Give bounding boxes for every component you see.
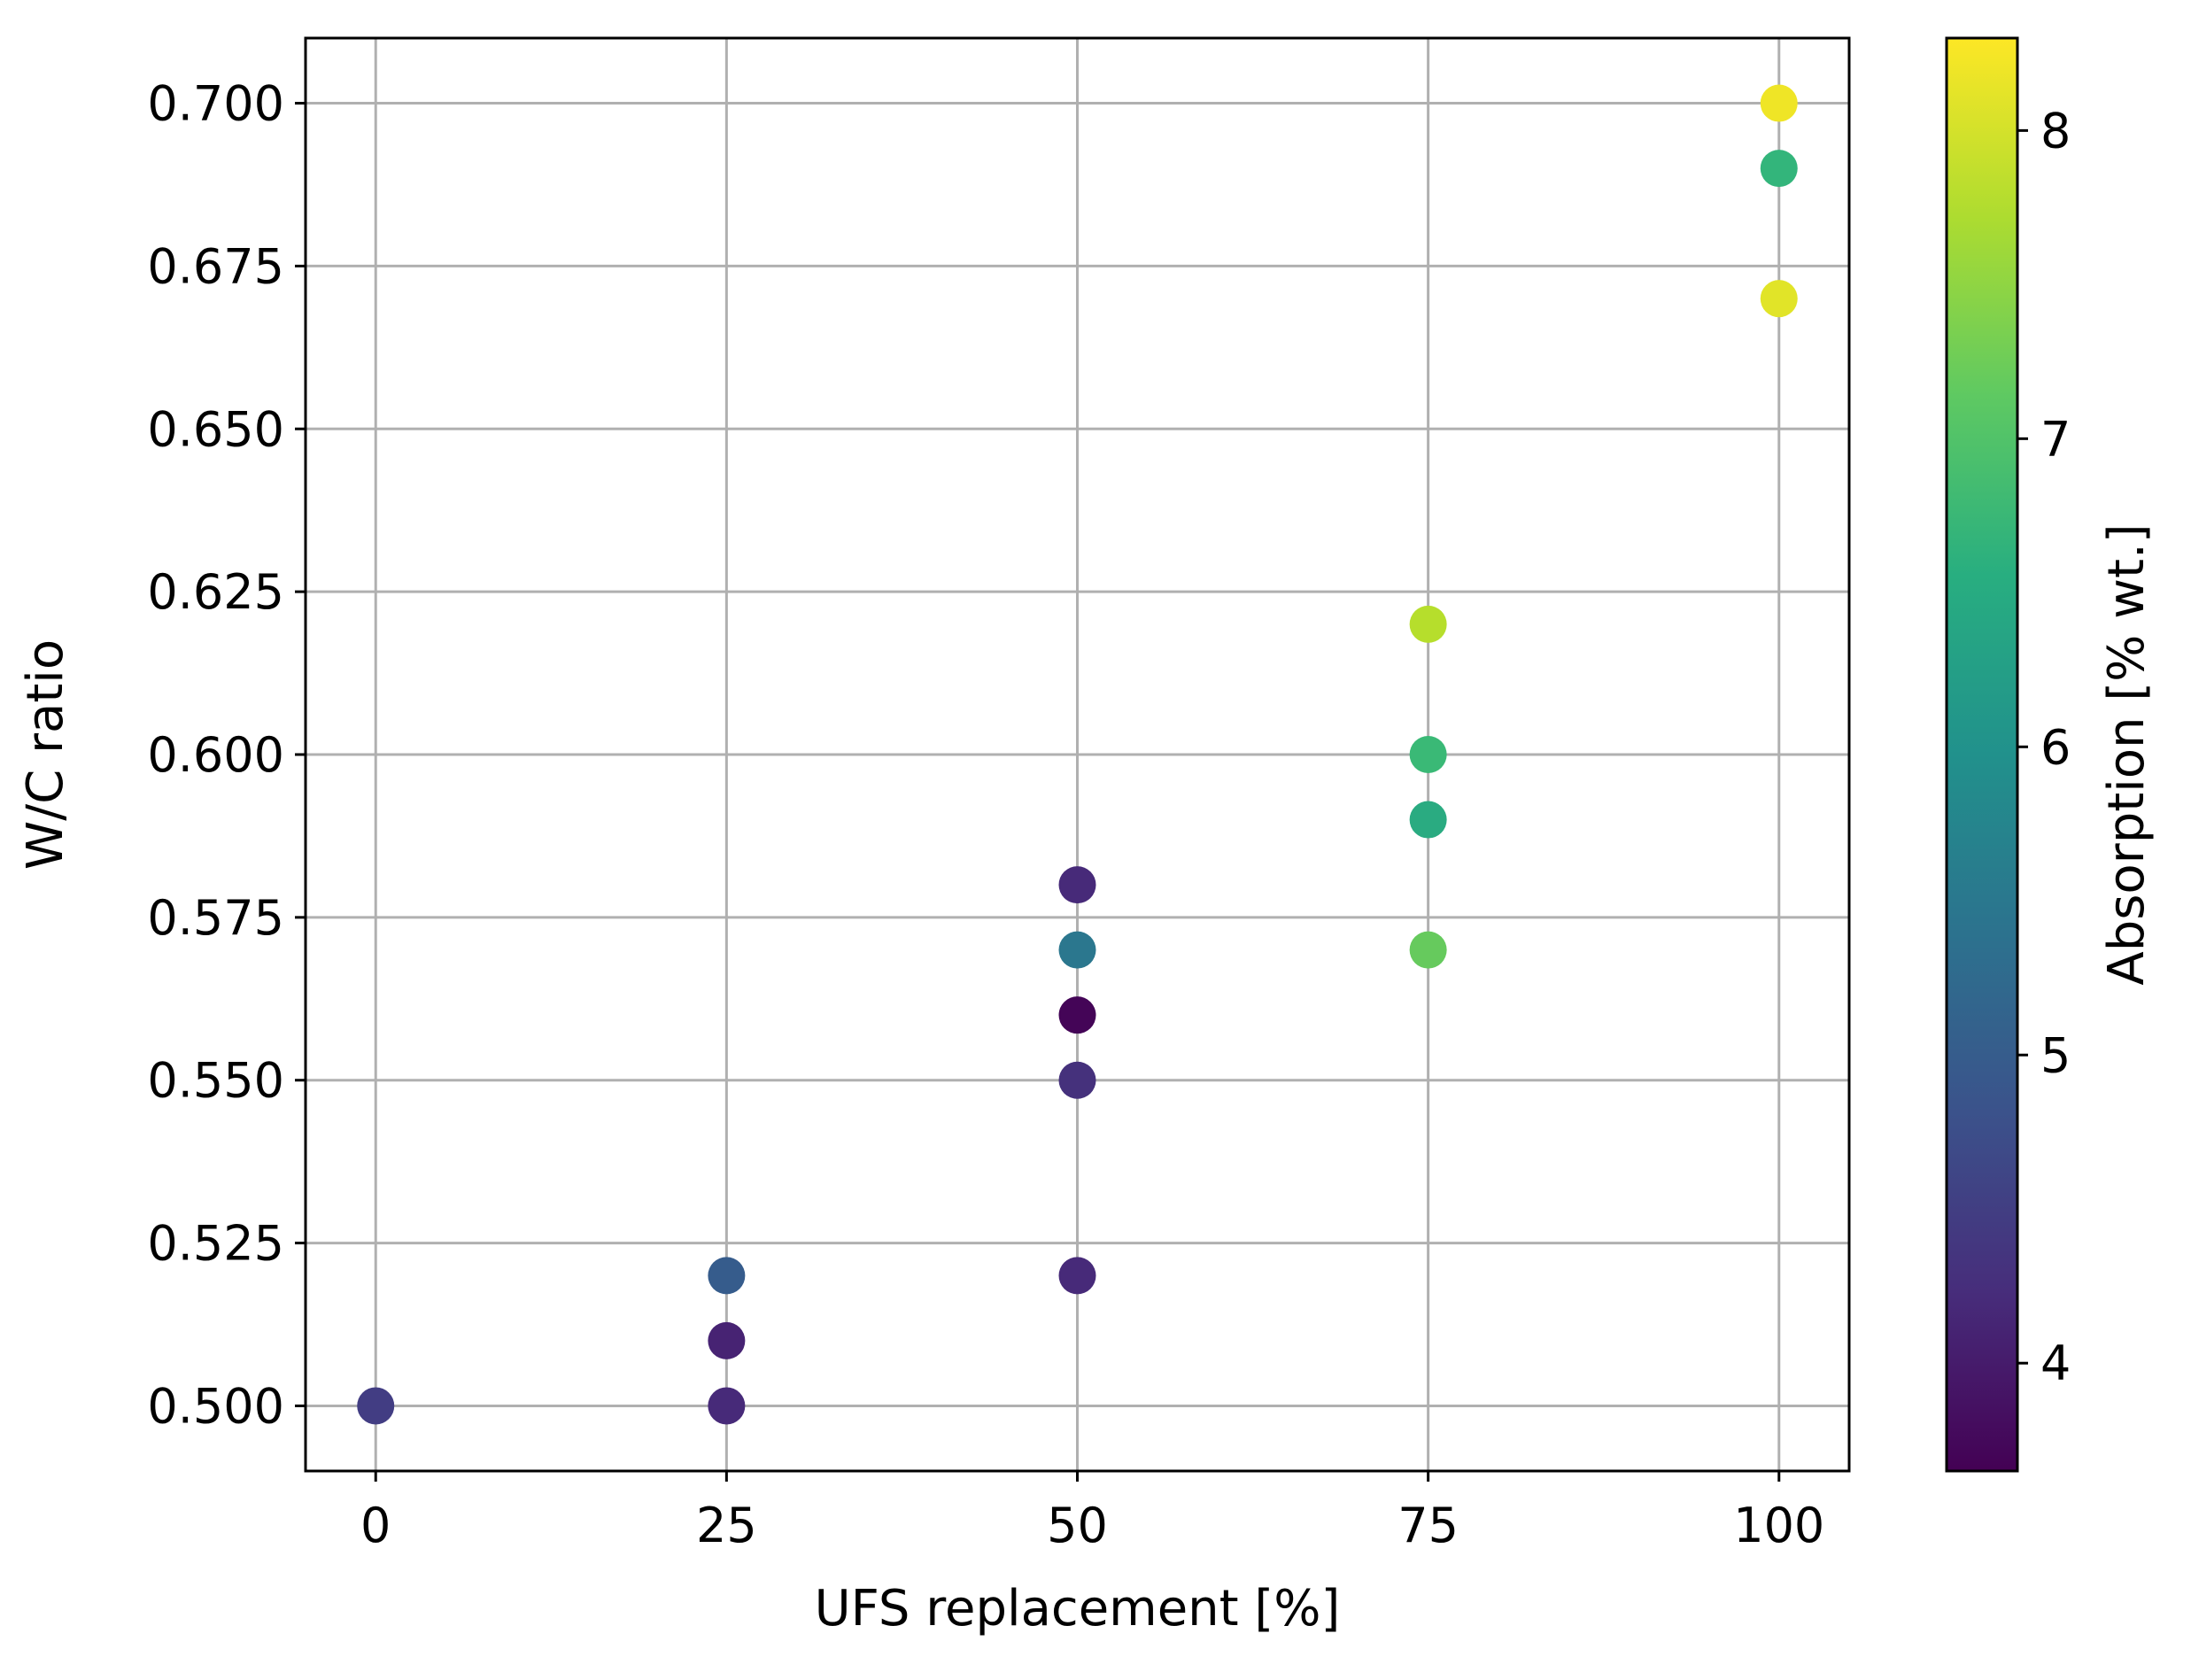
y-tick-label: 0.675 [147, 238, 284, 294]
data-point [1760, 280, 1798, 318]
y-tick-label: 0.525 [147, 1216, 284, 1272]
colorbar-label: Absorption [% wt.] [2098, 523, 2156, 985]
y-tick-label: 0.550 [147, 1053, 284, 1109]
colorbar-ticks: 4 5 6 7 8 [2017, 103, 2071, 1391]
x-tick-label: 50 [1047, 1498, 1108, 1553]
x-axis-ticks: 0 25 50 75 100 [360, 1471, 1824, 1553]
colorbar-gradient [1945, 36, 2019, 1473]
data-point [1409, 801, 1447, 839]
data-point [1058, 996, 1096, 1034]
y-tick-label: 0.600 [147, 727, 284, 783]
data-point [1409, 605, 1447, 643]
plot-frame [304, 36, 1851, 1473]
y-axis-label: W/C ratio [17, 639, 74, 870]
x-tick-label: 0 [360, 1498, 391, 1553]
data-point [1058, 866, 1096, 904]
data-point [708, 1257, 746, 1295]
y-tick-label: 0.500 [147, 1378, 284, 1434]
data-point [708, 1387, 746, 1425]
data-point [1058, 1257, 1096, 1295]
colorbar-tick-label: 6 [2040, 719, 2071, 775]
colorbar: 4 5 6 7 8 Absorption [% wt.] [1945, 36, 2156, 1473]
colorbar-tick-label: 5 [2040, 1027, 2071, 1083]
y-axis-ticks: 0.500 0.525 0.550 0.575 0.600 0.625 0.650 0.675… [147, 76, 306, 1434]
data-point [1058, 1061, 1096, 1099]
colorbar-tick-label: 4 [2040, 1335, 2071, 1391]
data-point [1760, 150, 1798, 188]
data-point [357, 1387, 395, 1425]
x-tick-label: 75 [1397, 1498, 1459, 1553]
colorbar-tick-label: 7 [2040, 411, 2071, 467]
y-tick-label: 0.575 [147, 890, 284, 946]
y-tick-label: 0.700 [147, 76, 284, 132]
x-axis-label: UFS replacement [%] [815, 1580, 1341, 1637]
grid-lines [306, 38, 1849, 1471]
colorbar-tick-label: 8 [2040, 103, 2071, 159]
x-tick-label: 25 [696, 1498, 757, 1553]
data-point [708, 1321, 746, 1359]
data-point [1409, 931, 1447, 969]
data-point [1058, 931, 1096, 969]
y-tick-label: 0.650 [147, 401, 284, 457]
x-tick-label: 100 [1733, 1498, 1824, 1553]
data-point [1760, 84, 1798, 122]
data-points [357, 84, 1798, 1425]
y-tick-label: 0.625 [147, 564, 284, 620]
data-point [1409, 736, 1447, 773]
